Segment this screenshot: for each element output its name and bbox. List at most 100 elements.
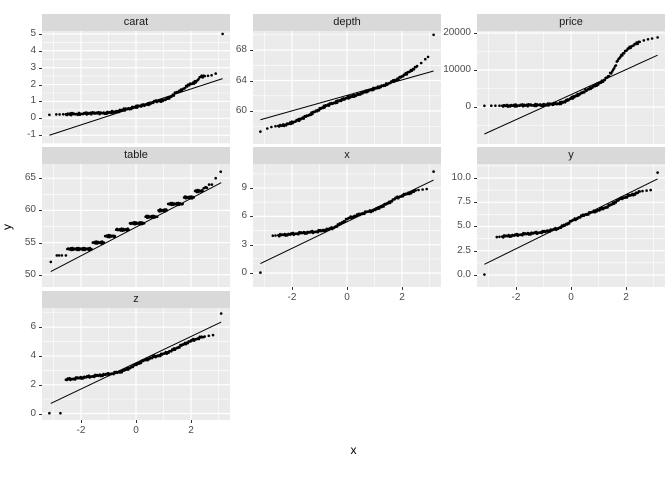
qq-points [483, 36, 659, 108]
y-tick-mark [39, 243, 42, 244]
y-tick-label: 4 [30, 350, 36, 361]
y-tick-mark [474, 202, 477, 203]
y-tick-mark [39, 68, 42, 69]
x-tick-mark [347, 287, 348, 290]
y-tick-label: 60 [24, 204, 36, 215]
y-tick-mark [474, 251, 477, 252]
y-tick-label: 3 [241, 239, 247, 250]
y-tick-mark [39, 356, 42, 357]
y-tick-mark [250, 216, 253, 217]
y-tick-label: 2 [30, 79, 36, 90]
y-tick-mark [39, 118, 42, 119]
y-tick-label: 0 [30, 112, 36, 123]
y-tick-label: 64 [235, 75, 247, 86]
x-tick-mark [191, 420, 192, 423]
x-tick-label: -2 [76, 425, 86, 436]
facet-plot-z [42, 308, 230, 420]
qq-ref-line [260, 70, 434, 121]
y-tick-mark [39, 210, 42, 211]
y-tick-mark [474, 70, 477, 71]
x-tick-label: 2 [399, 292, 405, 303]
x-axis-title: x [350, 443, 357, 457]
y-tick-label: 2.5 [457, 245, 471, 256]
x-tick-mark [292, 287, 293, 290]
y-tick-label: 6 [241, 210, 247, 221]
qq-points [259, 170, 435, 274]
qq-points [49, 170, 222, 264]
facet-strip-price: price [477, 14, 665, 31]
facet-plot-depth [253, 31, 441, 144]
y-tick-mark [39, 85, 42, 86]
facet-strip-table: table [42, 147, 230, 164]
y-tick-label: 6 [30, 321, 36, 332]
y-tick-label: 10000 [443, 64, 471, 75]
y-tick-mark [39, 327, 42, 328]
y-tick-label: 60 [235, 105, 247, 116]
y-tick-label: 0.0 [457, 269, 471, 280]
qq-points [483, 171, 659, 276]
y-tick-mark [39, 414, 42, 415]
x-tick-label: 0 [568, 292, 574, 303]
y-tick-label: 1 [30, 95, 36, 106]
y-tick-mark [474, 275, 477, 276]
y-tick-mark [474, 178, 477, 179]
facet-strip-z: z [42, 291, 230, 308]
x-tick-label: -2 [287, 292, 297, 303]
qq-ref-line [50, 321, 222, 404]
y-tick-label: 5 [30, 28, 36, 39]
x-tick-label: 0 [133, 425, 139, 436]
y-tick-mark [250, 245, 253, 246]
qq-ref-line [484, 54, 658, 135]
y-tick-label: 55 [24, 237, 36, 248]
y-tick-label: 7.5 [457, 196, 471, 207]
y-tick-label: 9 [241, 182, 247, 193]
y-tick-mark [39, 178, 42, 179]
y-tick-label: 10.0 [451, 172, 471, 183]
facet-strip-x: x [253, 147, 441, 164]
y-tick-mark [39, 34, 42, 35]
y-axis-title: y [0, 224, 14, 230]
y-tick-label: 20000 [443, 27, 471, 38]
y-tick-label: 0 [241, 267, 247, 278]
y-tick-mark [39, 135, 42, 136]
y-tick-label: -1 [27, 129, 36, 140]
y-tick-mark [250, 111, 253, 112]
y-tick-mark [250, 188, 253, 189]
y-tick-mark [474, 107, 477, 108]
y-tick-mark [474, 33, 477, 34]
y-tick-mark [250, 81, 253, 82]
facet-plot-y [477, 164, 665, 287]
y-tick-label: 5.0 [457, 220, 471, 231]
y-tick-label: 50 [24, 269, 36, 280]
facet-strip-y: y [477, 147, 665, 164]
y-tick-mark [250, 50, 253, 51]
y-tick-label: 0 [465, 101, 471, 112]
qq-points [48, 312, 223, 415]
x-tick-label: -2 [511, 292, 521, 303]
facet-plot-price [477, 31, 665, 144]
x-tick-mark [516, 287, 517, 290]
qq-points [259, 33, 435, 133]
x-tick-mark [81, 420, 82, 423]
x-tick-label: 2 [188, 425, 194, 436]
facet-strip-carat: carat [42, 14, 230, 31]
qq-points [48, 32, 224, 117]
y-tick-mark [250, 273, 253, 274]
y-tick-label: 4 [30, 45, 36, 56]
y-tick-label: 68 [235, 44, 247, 55]
y-tick-label: 3 [30, 62, 36, 73]
y-tick-mark [39, 51, 42, 52]
y-tick-mark [474, 226, 477, 227]
x-tick-mark [626, 287, 627, 290]
y-tick-mark [39, 275, 42, 276]
x-tick-label: 0 [344, 292, 350, 303]
x-tick-mark [136, 420, 137, 423]
y-tick-label: 65 [24, 172, 36, 183]
x-tick-label: 2 [623, 292, 629, 303]
y-tick-label: 2 [30, 379, 36, 390]
facet-plot-x [253, 164, 441, 287]
y-tick-mark [39, 385, 42, 386]
x-tick-mark [571, 287, 572, 290]
x-tick-mark [402, 287, 403, 290]
